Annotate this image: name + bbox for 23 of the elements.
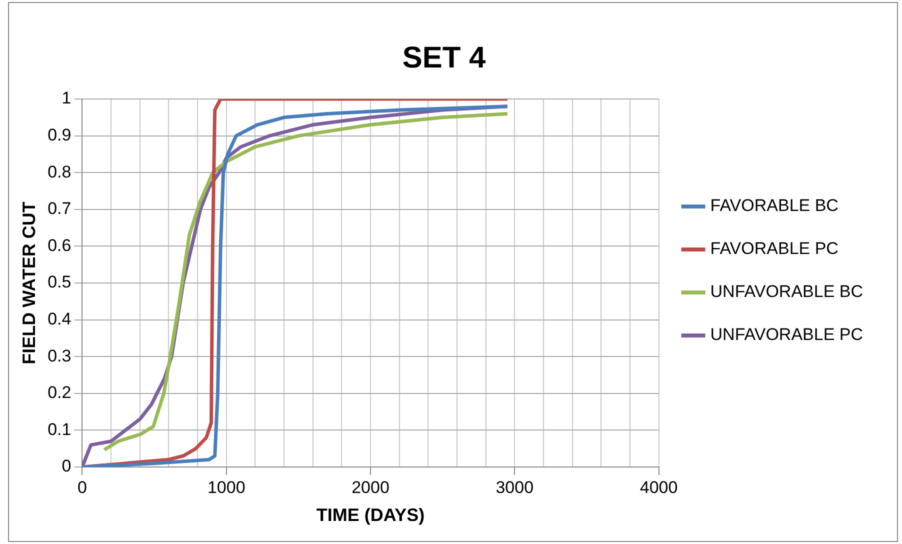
y-tick-label: 0.8 (48, 162, 72, 182)
x-tick-label: 1000 (207, 478, 246, 497)
legend-label: FAVORABLE BC (710, 196, 838, 216)
legend-label: UNFAVORABLE PC (710, 325, 864, 344)
y-tick-label: 0 (62, 456, 72, 476)
x-tick-label: 3000 (496, 478, 534, 497)
x-axis-title: TIME (DAYS) (316, 505, 425, 526)
y-tick-label: 0.5 (48, 272, 72, 292)
x-tick-label: 4000 (640, 478, 678, 497)
legend-label: FAVORABLE PC (710, 239, 838, 258)
y-tick-label: 1 (62, 88, 72, 108)
y-tick-label: 0.4 (48, 309, 72, 328)
y-tick-label: 0.9 (48, 125, 72, 144)
y-tick-label: 0.1 (48, 420, 72, 439)
chart-title: SET 4 (402, 41, 486, 74)
x-tick-label: 0 (78, 478, 87, 497)
y-tick-label: 0.7 (48, 199, 72, 218)
y-tick-label: 0.2 (48, 383, 72, 402)
legend-label: UNFAVORABLE BC (710, 282, 864, 302)
y-axis-title: FIELD WATER CUT (18, 202, 39, 364)
y-tick-label: 0.6 (48, 236, 72, 255)
y-tick-label: 0.3 (48, 346, 72, 366)
x-tick-label: 2000 (352, 478, 390, 497)
